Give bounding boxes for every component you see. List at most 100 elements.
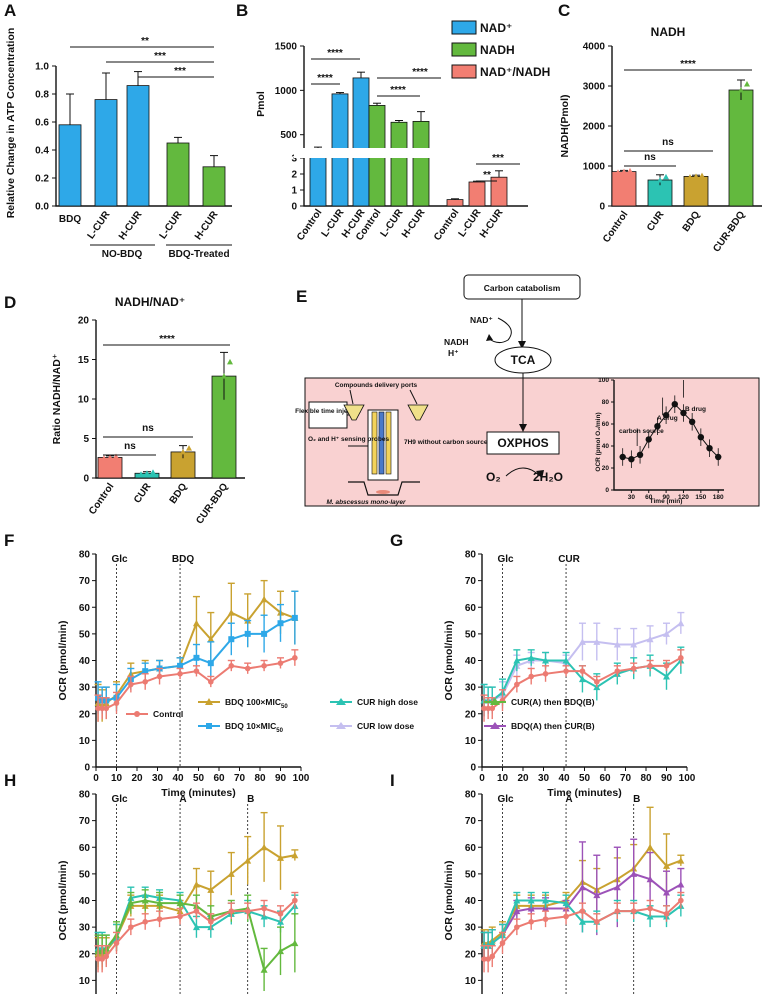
panel-a-sig-3: *** [174,66,186,77]
carbon-catabolism-label: Carbon catabolism [484,283,561,293]
panel-h-ylabel: OCR (pmol/min) [57,861,69,941]
panel-h-point-2-6 [156,899,164,907]
panel-f-point-2-4 [128,681,134,688]
panel-i-point-3-3 [499,940,506,946]
panel-f-point-2-7 [177,671,183,677]
panel-g-event-label-0: Glc [497,554,514,565]
panel-g-point-0-8 [578,638,586,645]
panel-h-ytick-label: 60 [79,843,91,854]
panel-h-point-0-12 [260,843,268,851]
panel-f-point-1-11 [244,630,251,637]
panel-i-ylabel: OCR (pmol/min) [443,861,455,941]
oxphos-label: OXPHOS [497,436,548,450]
panel-b-bar-0-0 [309,149,327,207]
panel-i-ytick-label: 80 [465,790,477,801]
panel-a-xlabel-1: L-CUR [86,209,113,241]
panel-b-ytick-upper-label: 1000 [275,86,298,97]
panel-a-bars [58,71,226,207]
panel-b-ytick-upper-label: 500 [280,130,297,141]
inset-plot: 30 60 90 120 150 180 0 20 40 60 80 100 [598,377,724,501]
panel-i-point-3-11 [630,908,637,914]
panel-label-d: D [4,293,16,312]
panel-c-dot-1-2 [663,173,669,180]
panel-g-xtick-label: 60 [599,773,611,784]
panel-a-xlabel-3: L-CUR [158,209,185,241]
panel-f-point-2-0 [95,705,101,712]
legend-control: Control [126,709,183,719]
panel-d-xlabel-3: CUR-BDQ [194,481,230,526]
o2-arrowhead [536,470,544,479]
panel-g-point-2-8 [579,668,586,674]
panel-c-sig-3: ns [662,137,674,148]
panel-d-ytick-label: 0 [83,474,89,485]
panel-f-ytick-label: 80 [79,550,91,561]
inset-point-3 [645,436,652,443]
panel-c-dot-3-2 [744,81,750,87]
panel-i-point-1-9 [593,891,601,899]
panel-g-ytick-label: 60 [465,603,477,614]
panel-a-ylabel: Relative Change in ATP Concentration [5,28,17,219]
legend-cur-a-bdq-b: CUR(A) then BDQ(B) [484,697,595,707]
panel-g-point-0-12 [646,635,654,643]
panel-a: A Relative Change in ATP Concentration 0… [4,1,232,260]
panel-h-ytick-label: 50 [79,869,91,880]
panel-b-ylabel: Pmol [255,91,267,117]
panel-g-point-2-10 [614,668,621,674]
panel-i-point-1-10 [613,883,621,891]
panel-d-title: NADH/NAD⁺ [115,295,185,309]
panel-i-point-3-14 [678,897,684,904]
h2o-label: 2H₂O [533,470,563,484]
sensing-label: O₂ and H⁺ sensing probes [308,436,389,443]
panel-a-ytick-label: 0.6 [35,118,49,129]
panel-c-ytick-label: 2000 [583,122,606,133]
panel-f-point-2-5 [142,679,148,685]
panel-f-xtick-label: 90 [275,773,287,784]
panel-g-point-2-14 [678,655,684,661]
panel-c-ylabel: NADH(Pmol) [559,95,571,158]
panel-c-ytick-label: 3000 [583,82,606,93]
panel-a-xlabels: BDQ L-CUR H-CUR L-CUR H-CUR [59,209,221,242]
panel-i-ytick-label: 40 [465,896,477,907]
panel-g-ytick-label: 30 [465,683,477,694]
panel-g-point-2-9 [594,679,600,685]
panel-c-dot-2-0 [687,174,693,180]
panel-b-bar-1-1 [390,121,408,207]
panel-h-point-2-13 [277,947,284,955]
panel-b: B Pmol 500 1000 1500 0 1 2 3 ControlL-CURH-CUR… [236,1,550,243]
legend-bdq10-sub: 50 [276,728,283,734]
panel-d-dot-0-2 [113,453,119,460]
panel-d-sig-1: **** [159,334,175,345]
panel-d-yticks: 0 5 10 15 20 [78,316,96,485]
panel-g-xtick-label: 50 [579,773,591,784]
panel-d-sig-3: ns [142,423,154,434]
panel-g-event-label-1: CUR [558,554,580,565]
legend-bdq-a-cur-b: BDQ(A) then CUR(B) [484,721,595,731]
panel-b-bar-1-2 [412,120,430,207]
inset-xtick-label: 60 [645,494,653,501]
panel-g-point-2-1 [485,705,491,712]
panel-h-ytick-label: 30 [79,923,91,934]
panel-c-ytick-label: 0 [599,202,605,213]
inset-b-drug-label: B drug [685,406,706,413]
panel-i-point-2-4 [513,897,521,904]
inset-ytick-label: 0 [605,487,609,494]
panel-f-point-2-12 [261,663,267,669]
panel-f-xtick-label: 70 [234,773,246,784]
inset-point-1 [628,456,635,463]
panel-g-point-2-4 [514,681,520,688]
panel-g-point-2-13 [663,663,670,669]
panel-c-dot-0-1 [621,168,627,175]
panel-c-xlabels: Control CUR BDQ CUR-BDQ [601,209,748,255]
inset-xtick-label: 30 [628,494,636,501]
inset-xtick-label: 90 [662,494,670,501]
legend-bdq100-sub: 50 [281,704,288,710]
panel-f-ytick-label: 0 [84,763,90,774]
panel-f-xtick-label: 40 [172,773,184,784]
panel-b-ytick-lower-label: 1 [291,186,297,197]
panel-g-point-2-6 [542,671,549,677]
port-funnel-left [343,404,365,421]
panel-d-dot-2-1 [180,448,186,455]
panel-f-xlabel: Time (minutes) [161,787,235,799]
